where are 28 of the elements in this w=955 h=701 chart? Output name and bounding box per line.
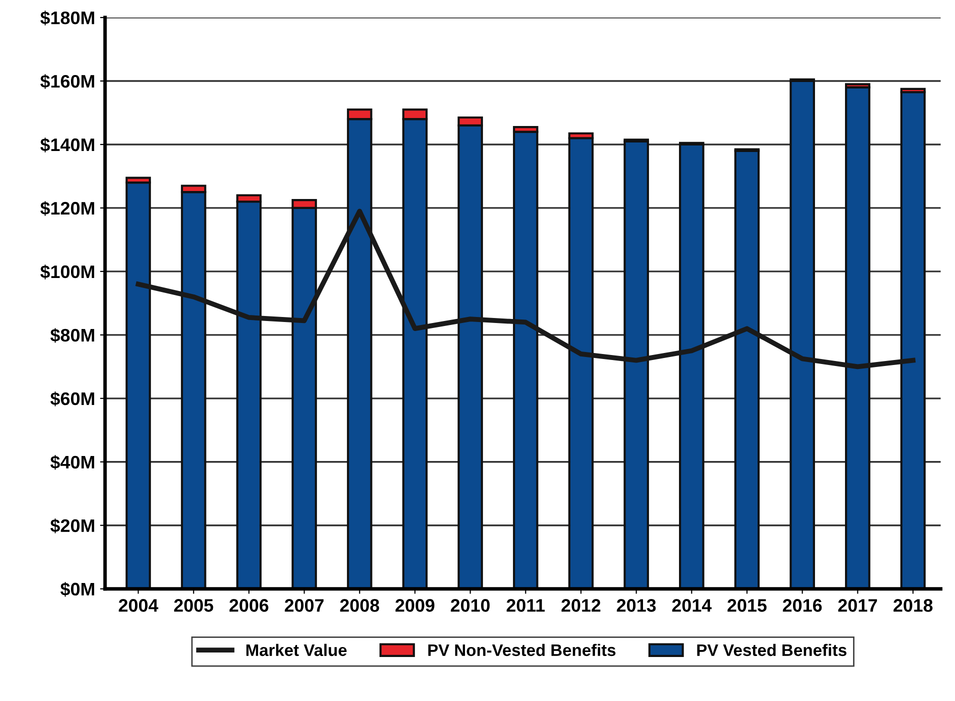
y-tick-label: $180M [40, 10, 94, 26]
x-tick-label: 2011 [506, 599, 545, 612]
x-tick-label: 2018 [894, 599, 933, 612]
x-tick-label: 2005 [174, 599, 214, 612]
y-tick-label: $140M [40, 138, 94, 152]
y-tick-label: $0M [60, 582, 94, 597]
x-tick-label: 2006 [229, 599, 268, 612]
y-tick-label: $20M [50, 518, 94, 534]
y-tick-label: $100M [40, 264, 94, 280]
x-tick-label: 2004 [118, 599, 158, 612]
x-tick-label: 2016 [782, 599, 822, 612]
y-tick-label: $160M [40, 74, 94, 89]
x-tick-label: 2008 [340, 599, 380, 612]
legend-label: Market Value [246, 644, 347, 656]
x-tick-label: 2014 [672, 599, 712, 612]
y-tick-label: $60M [50, 392, 94, 406]
x-tick-label: 2017 [838, 599, 877, 612]
y-tick-label: $120M [40, 201, 94, 216]
y-tick-label: $40M [50, 455, 94, 470]
y-tick-label: $80M [50, 328, 94, 343]
x-tick-label: 2010 [450, 599, 490, 612]
legend-label: PV Non-Vested Benefits [428, 644, 616, 656]
x-tick-label: 2012 [562, 599, 600, 612]
x-tick-label: 2013 [616, 599, 656, 612]
x-tick-label: 2007 [284, 599, 324, 612]
legend-label: PV Vested Benefits [697, 644, 846, 656]
x-tick-label: 2009 [395, 599, 434, 612]
x-tick-label: 2015 [728, 599, 767, 612]
